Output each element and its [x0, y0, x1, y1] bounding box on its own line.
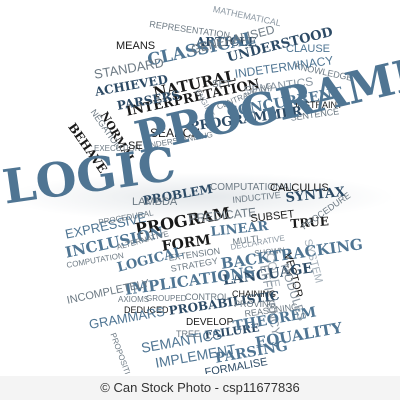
- stock-credit: © Can Stock Photo - csp11677836: [0, 376, 400, 400]
- cloud-word: PROPOSITIONAL: [108, 331, 140, 374]
- cloud-word: COMPUTATIONAL: [210, 182, 295, 193]
- cloud-word: PROVING: [234, 299, 276, 309]
- cloud-word: CLAUSE: [286, 43, 331, 55]
- word-cloud: MATHEMATICAL REPRESENTATION ARTICLE CLAUSE M…: [0, 4, 400, 374]
- cloud-word: SET: [128, 140, 150, 152]
- cloud-word: ARTICLE: [196, 35, 257, 49]
- cloud-word: CONSTRAINT: [284, 100, 343, 110]
- cloud-word: SEARCH: [150, 126, 201, 140]
- cloud-word: DEVELOP: [186, 317, 234, 328]
- cloud-word: INDUCTIVE: [231, 189, 282, 205]
- cloud-word: CHAINING: [232, 289, 277, 299]
- cloud-word: AXIOMS: [118, 295, 150, 304]
- cloud-word: SUBSET: [249, 208, 295, 225]
- cloud-word: CALCULUS: [270, 182, 329, 194]
- cloud-word: MEANS: [116, 40, 156, 52]
- cloud-word: CONTROL: [185, 292, 230, 302]
- cloud-word: TREE: [176, 329, 201, 339]
- cloud-word: SET: [212, 79, 232, 90]
- title-shadow: [4, 172, 396, 222]
- cloud-word: GROUPED: [146, 294, 187, 303]
- cloud-word: LAMBDA: [132, 196, 178, 208]
- cloud-word: DEDUCED: [124, 305, 169, 315]
- cloud-word: EXECUTION: [94, 144, 141, 153]
